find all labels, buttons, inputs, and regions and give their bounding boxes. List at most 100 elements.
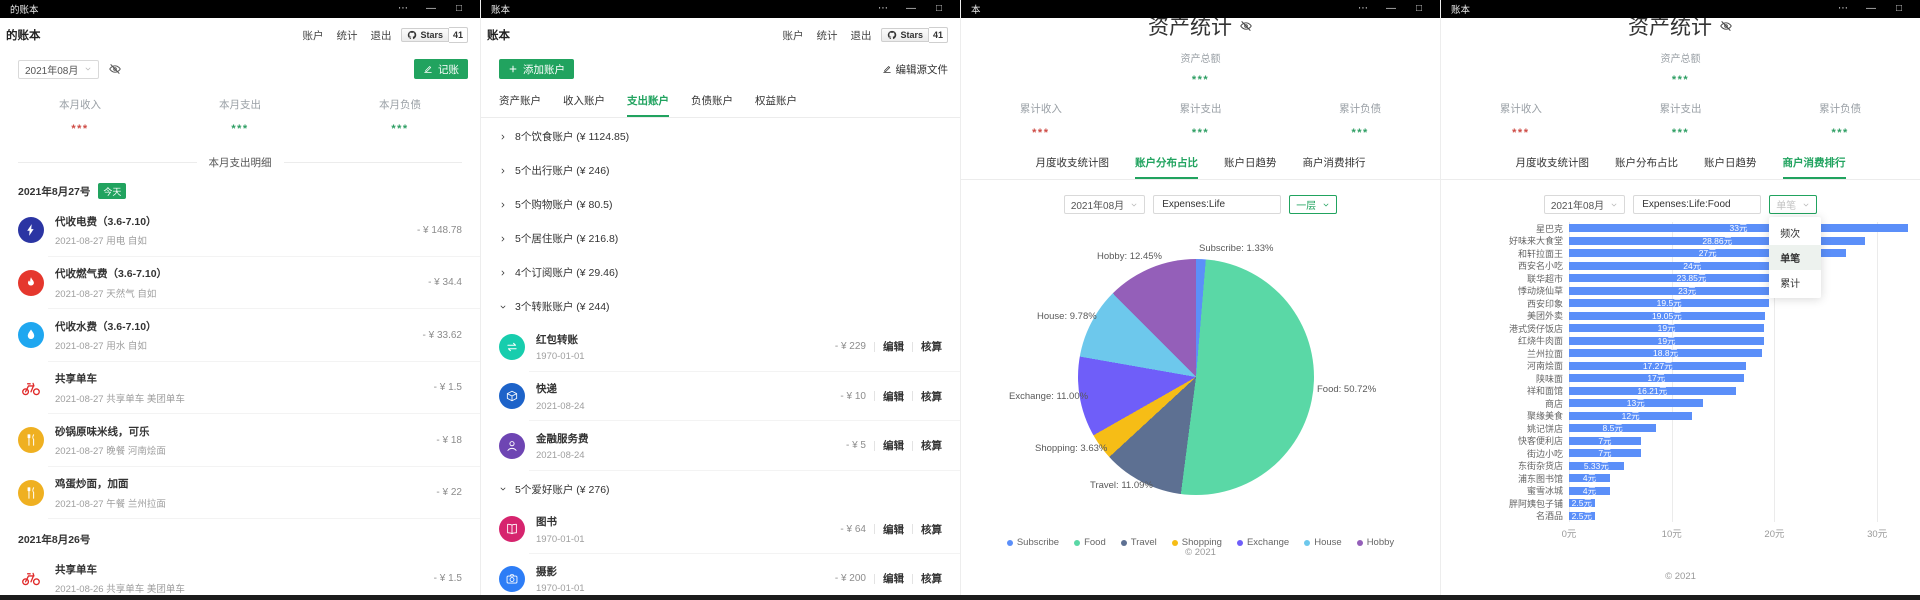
tab-1[interactable]: 月度收支统计图 [1515,157,1590,169]
account-row[interactable]: 快递 2021-08-24 - ¥ 10 编辑 核算 [481,372,960,422]
month-select[interactable]: 2021年08月 [1063,195,1146,214]
nav-link-0[interactable]: 账户 [782,29,804,42]
nav-link-1[interactable]: 统计 [816,29,838,42]
level-select[interactable]: 一层 [1289,195,1338,214]
github-stars-badge[interactable]: Stars 41 [401,27,468,43]
bar[interactable]: 7元 [1569,449,1641,458]
bar-chart[interactable]: 星巴克 33元 好味来大食堂 28.86元 和轩拉面王 27元 西安名小吃 24元 联华超市 23… [1509,222,1908,522]
legend-item[interactable]: Hobby [1356,537,1394,548]
tab-3[interactable]: 支出账户 [627,93,669,117]
dropdown-option[interactable]: 单笔 [1769,245,1822,270]
window-maximize-button[interactable]: □ [455,3,463,14]
nav-link-2[interactable]: 退出 [370,29,392,42]
account-action-edit[interactable]: 编辑 [883,573,904,586]
account-action-audit[interactable]: 核算 [921,523,942,536]
legend-item[interactable]: House [1304,537,1342,548]
window-menu-button[interactable]: ⋯ [1358,3,1368,14]
transaction-row[interactable]: 砂锅原味米线，可乐 2021-08-27 晚餐 河南烩面 - ¥ 18 [0,414,480,467]
legend-item[interactable]: Subscribe [1006,537,1059,548]
taskbar[interactable] [0,595,1920,600]
bar[interactable]: 12元 [1569,412,1693,420]
transaction-row[interactable]: 代收电费（3.6-7.10） 2021-08-27 用电 自如 - ¥ 148.78 [0,204,480,257]
month-select[interactable]: 2021年08月 [1543,195,1626,214]
transaction-row[interactable]: 共享单车 2021-08-26 共享单车 美团单车 - ¥ 1.5 [0,552,480,595]
account-action-edit[interactable]: 编辑 [883,523,904,536]
window-maximize-button[interactable]: □ [1415,3,1423,14]
window-maximize-button[interactable]: □ [935,3,943,14]
nav-link-1[interactable]: 统计 [336,29,358,42]
tab-2[interactable]: 账户分布占比 [1135,155,1198,179]
window-minimize-button[interactable]: — [906,3,916,14]
transaction-row[interactable]: 代收水费（3.6-7.10） 2021-08-27 用水 自如 - ¥ 33.62 [0,309,480,362]
tab-4[interactable]: 商户消费排行 [1782,155,1846,179]
bar[interactable]: 19.05元 [1569,312,1765,320]
tab-3[interactable]: 账户日趋势 [1704,157,1757,169]
account-group-header[interactable]: 4个订阅账户 (¥ 29.46) [481,257,960,288]
tab-2[interactable]: 账户分布占比 [1615,157,1678,169]
account-group-header[interactable]: 5个购物账户 (¥ 80.5) [481,189,960,220]
nav-link-0[interactable]: 账户 [302,29,324,42]
account-group-header[interactable]: 5个居住账户 (¥ 216.8) [481,223,960,254]
legend-item[interactable]: Food [1074,537,1106,548]
window-maximize-button[interactable]: □ [1895,3,1903,14]
account-group-header[interactable]: 5个爱好账户 (¥ 276) [481,474,960,505]
account-row[interactable]: 图书 1970-01-01 - ¥ 64 编辑 核算 [481,505,960,555]
window-menu-button[interactable]: ⋯ [1838,3,1848,14]
window-menu-button[interactable]: ⋯ [878,3,888,14]
dropdown-option[interactable]: 累计 [1780,279,1801,290]
window-minimize-button[interactable]: — [1386,3,1396,14]
account-group-header[interactable]: 5个出行账户 (¥ 246) [481,155,960,186]
window-minimize-button[interactable]: — [426,3,436,14]
account-action-audit[interactable]: 核算 [921,341,942,354]
bar[interactable]: 2.5元 [1569,512,1595,520]
account-group-header[interactable]: 3个转账账户 (¥ 244) [481,291,960,322]
window-minimize-button[interactable]: — [1866,3,1876,14]
account-row[interactable]: 红包转账 1970-01-01 - ¥ 229 编辑 核算 [481,322,960,372]
account-action-audit[interactable]: 核算 [921,390,942,403]
transaction-row[interactable]: 鸡蛋炒面，加面 2021-08-27 午餐 兰州拉面 - ¥ 22 [0,467,480,520]
tab-2[interactable]: 收入账户 [563,95,605,107]
account-action-audit[interactable]: 核算 [921,440,942,453]
bar[interactable]: 24元 [1569,262,1816,270]
legend-item[interactable]: Shopping [1171,537,1222,548]
account-action-audit[interactable]: 核算 [921,573,942,586]
edit-source-link[interactable]: 编辑源文件 [882,62,948,77]
tab-1[interactable]: 月度收支统计图 [1035,157,1110,169]
mode-select[interactable]: 单笔 [1769,195,1818,214]
add-account-button[interactable]: 添加账户 [499,59,574,79]
bar[interactable]: 7元 [1569,437,1641,445]
tab-4[interactable]: 负债账户 [691,95,733,107]
bar[interactable]: 18.8元 [1569,349,1763,358]
tab-5[interactable]: 权益账户 [755,95,797,107]
bar[interactable]: 33元 [1569,224,1908,233]
eye-off-icon[interactable] [1239,19,1253,33]
legend-item[interactable]: Travel [1120,537,1157,548]
pie-chart[interactable] [1078,259,1314,495]
bar[interactable]: 16.21元 [1569,387,1736,395]
dropdown-option[interactable]: 频次 [1780,229,1801,240]
bar[interactable]: 13元 [1569,399,1703,408]
bar[interactable]: 19元 [1569,324,1765,333]
account-action-edit[interactable]: 编辑 [883,341,904,354]
bar[interactable]: 23.85元 [1569,274,1814,283]
bar[interactable]: 19元 [1569,337,1765,345]
tab-3[interactable]: 账户日趋势 [1224,157,1277,169]
record-button[interactable]: 记账 [414,59,468,79]
bar[interactable]: 17.27元 [1569,362,1747,370]
bar[interactable]: 5.33元 [1569,462,1624,470]
bar[interactable]: 8.5元 [1569,424,1657,433]
bar[interactable]: 4元 [1569,487,1611,495]
account-action-edit[interactable]: 编辑 [883,440,904,453]
bar[interactable]: 27元 [1569,249,1847,258]
account-row[interactable]: 摄影 1970-01-01 - ¥ 200 编辑 核算 [481,554,960,595]
bar[interactable]: 19.5元 [1569,299,1770,308]
legend-item[interactable]: Exchange [1236,537,1289,548]
account-filter-input[interactable] [1153,195,1282,214]
account-row[interactable]: 金融服务费 2021-08-24 - ¥ 5 编辑 核算 [481,421,960,471]
month-select[interactable]: 2021年08月 [18,59,100,79]
account-filter-input[interactable] [1633,195,1762,214]
bar[interactable]: 4元 [1569,474,1611,483]
bar[interactable]: 28.86元 [1569,237,1866,245]
transaction-row[interactable]: 共享单车 2021-08-27 共享单车 美团单车 - ¥ 1.5 [0,362,480,415]
account-group-header[interactable]: 8个饮食账户 (¥ 1124.85) [481,121,960,152]
